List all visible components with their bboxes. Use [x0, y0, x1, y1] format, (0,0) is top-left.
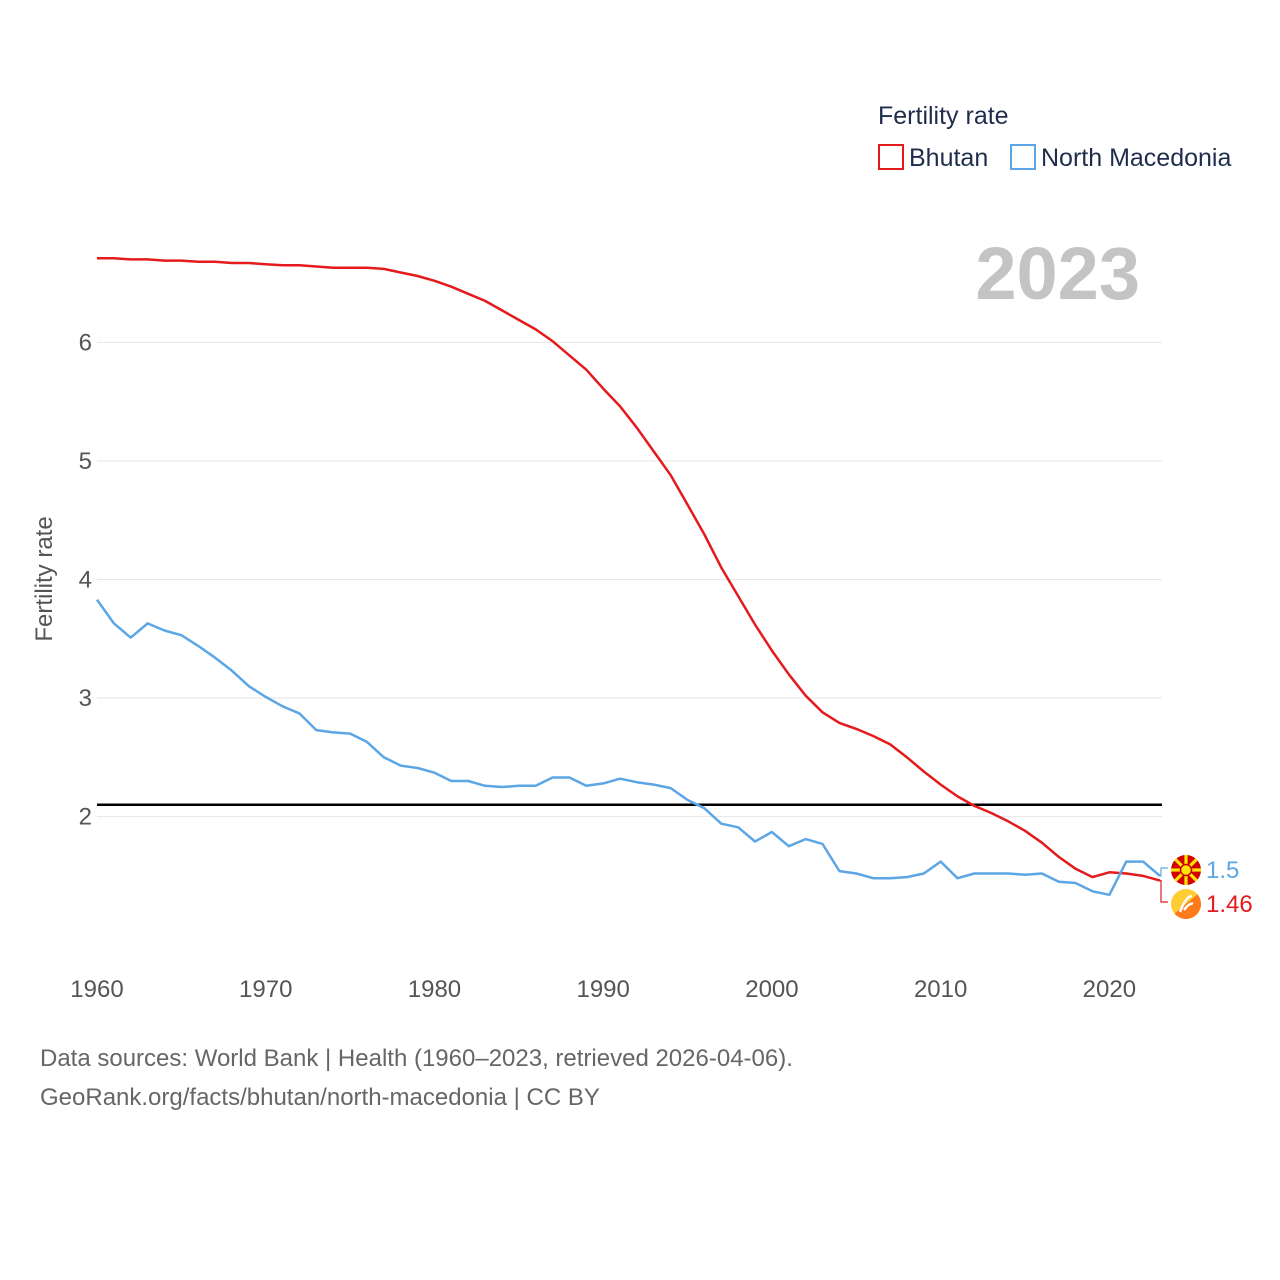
- legend-swatch-bhutan: [878, 144, 904, 170]
- y-tick-label: 4: [79, 567, 92, 594]
- legend: Fertility rate Bhutan North Macedonia: [878, 102, 1231, 172]
- footer-attribution: GeoRank.org/facts/bhutan/north-macedonia…: [40, 1084, 600, 1111]
- north-macedonia-flag-icon: [1171, 855, 1201, 885]
- y-axis-ticks: 2 3 4 5 6: [79, 329, 92, 830]
- y-tick-label: 2: [79, 804, 92, 831]
- x-tick-label: 2020: [1083, 976, 1136, 1003]
- y-tick-label: 5: [79, 448, 92, 475]
- legend-item-bhutan[interactable]: Bhutan: [878, 144, 988, 172]
- footer-sources: Data sources: World Bank | Health (1960–…: [40, 1045, 793, 1072]
- y-axis-label: Fertility rate: [31, 516, 58, 641]
- x-tick-label: 1960: [70, 976, 123, 1003]
- series-line-north-macedonia: [95, 598, 1161, 897]
- legend-item-north-macedonia[interactable]: North Macedonia: [1010, 144, 1231, 172]
- y-tick-label: 3: [79, 685, 92, 712]
- x-tick-label: 1990: [576, 976, 629, 1003]
- x-tick-label: 1970: [239, 976, 292, 1003]
- legend-swatch-north-macedonia: [1010, 144, 1036, 170]
- bhutan-flag-icon: [1171, 889, 1201, 919]
- current-year-label: 2023: [975, 232, 1140, 315]
- series-lines: [95, 256, 1161, 897]
- end-connector-north-macedonia: [1160, 867, 1168, 877]
- end-value-bhutan: 1.46: [1206, 891, 1253, 918]
- gridlines: [97, 341, 1162, 818]
- x-axis-ticks: 1960 1970 1980 1990 2000 2010 2020: [70, 976, 1136, 1003]
- legend-title: Fertility rate: [878, 102, 1009, 130]
- end-connector-bhutan: [1160, 880, 1168, 903]
- legend-label-north-macedonia: North Macedonia: [1041, 144, 1231, 172]
- series-line-bhutan: [97, 256, 1161, 882]
- x-tick-label: 2000: [745, 976, 798, 1003]
- y-tick-label: 6: [79, 329, 92, 356]
- end-markers: 1.46 1.5: [1160, 855, 1253, 919]
- x-tick-label: 2010: [914, 976, 967, 1003]
- x-tick-label: 1980: [408, 976, 461, 1003]
- legend-label-bhutan: Bhutan: [909, 144, 988, 172]
- end-value-north-macedonia: 1.5: [1206, 857, 1239, 884]
